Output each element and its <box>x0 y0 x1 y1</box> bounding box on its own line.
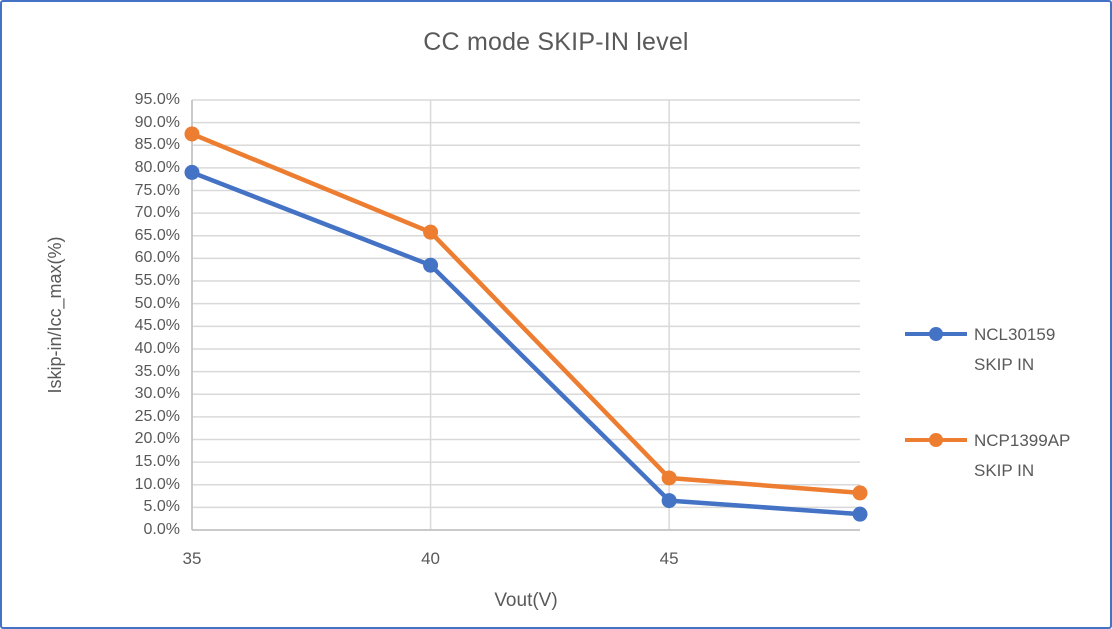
data-point-marker <box>852 485 868 501</box>
legend: NCL30159 SKIP IN NCP1399AP SKIP IN <box>905 320 1110 486</box>
data-point-marker <box>852 506 868 522</box>
x-axis-title: Vout(V) <box>494 590 558 611</box>
y-tick-label: 75.0% <box>134 181 180 199</box>
data-point-marker <box>423 257 439 273</box>
x-tick-label: 45 <box>659 549 679 568</box>
y-tick-label: 45.0% <box>134 317 180 335</box>
series-line <box>189 131 863 496</box>
y-tick-label: 65.0% <box>134 226 180 244</box>
chart-title: CC mode SKIP-IN level <box>423 28 689 56</box>
legend-label: NCL30159 SKIP IN <box>974 325 1056 374</box>
legend-entry: NCP1399AP SKIP IN <box>905 426 1110 486</box>
x-tick-label: 35 <box>182 549 202 568</box>
series-line <box>189 170 863 517</box>
y-tick-label: 70.0% <box>134 204 180 222</box>
y-axis-title: Iskip-in/Icc_max(%) <box>45 236 65 394</box>
y-tick-label: 5.0% <box>143 498 180 516</box>
y-tick-label: 95.0% <box>134 91 180 108</box>
y-tick-label: 25.0% <box>134 407 180 425</box>
data-point-marker <box>661 470 677 486</box>
data-point-marker <box>661 493 677 509</box>
y-tick-label: 50.0% <box>134 294 180 312</box>
y-tick-label: 40.0% <box>134 339 180 357</box>
y-tick-label: 85.0% <box>134 136 180 154</box>
legend-marker-icon <box>905 327 967 341</box>
legend-entry: NCL30159 SKIP IN <box>905 320 1110 380</box>
y-tick-label: 80.0% <box>134 158 180 176</box>
y-tick-label: 90.0% <box>134 113 180 131</box>
y-tick-label: 55.0% <box>134 272 180 290</box>
y-tick-label: 30.0% <box>134 385 180 403</box>
legend-label: NCP1399AP SKIP IN <box>974 431 1071 480</box>
x-tick-label: 40 <box>421 549 441 568</box>
y-tick-label: 15.0% <box>134 453 180 471</box>
data-point-marker <box>184 126 200 142</box>
data-point-marker <box>423 224 439 240</box>
y-tick-label: 60.0% <box>134 249 180 267</box>
y-tick-label: 35.0% <box>134 362 180 380</box>
y-tick-label: 20.0% <box>134 430 180 448</box>
data-point-marker <box>184 164 200 180</box>
y-tick-label: 0.0% <box>143 521 180 538</box>
y-tick-label: 10.0% <box>134 475 180 493</box>
legend-marker-icon <box>905 433 967 447</box>
